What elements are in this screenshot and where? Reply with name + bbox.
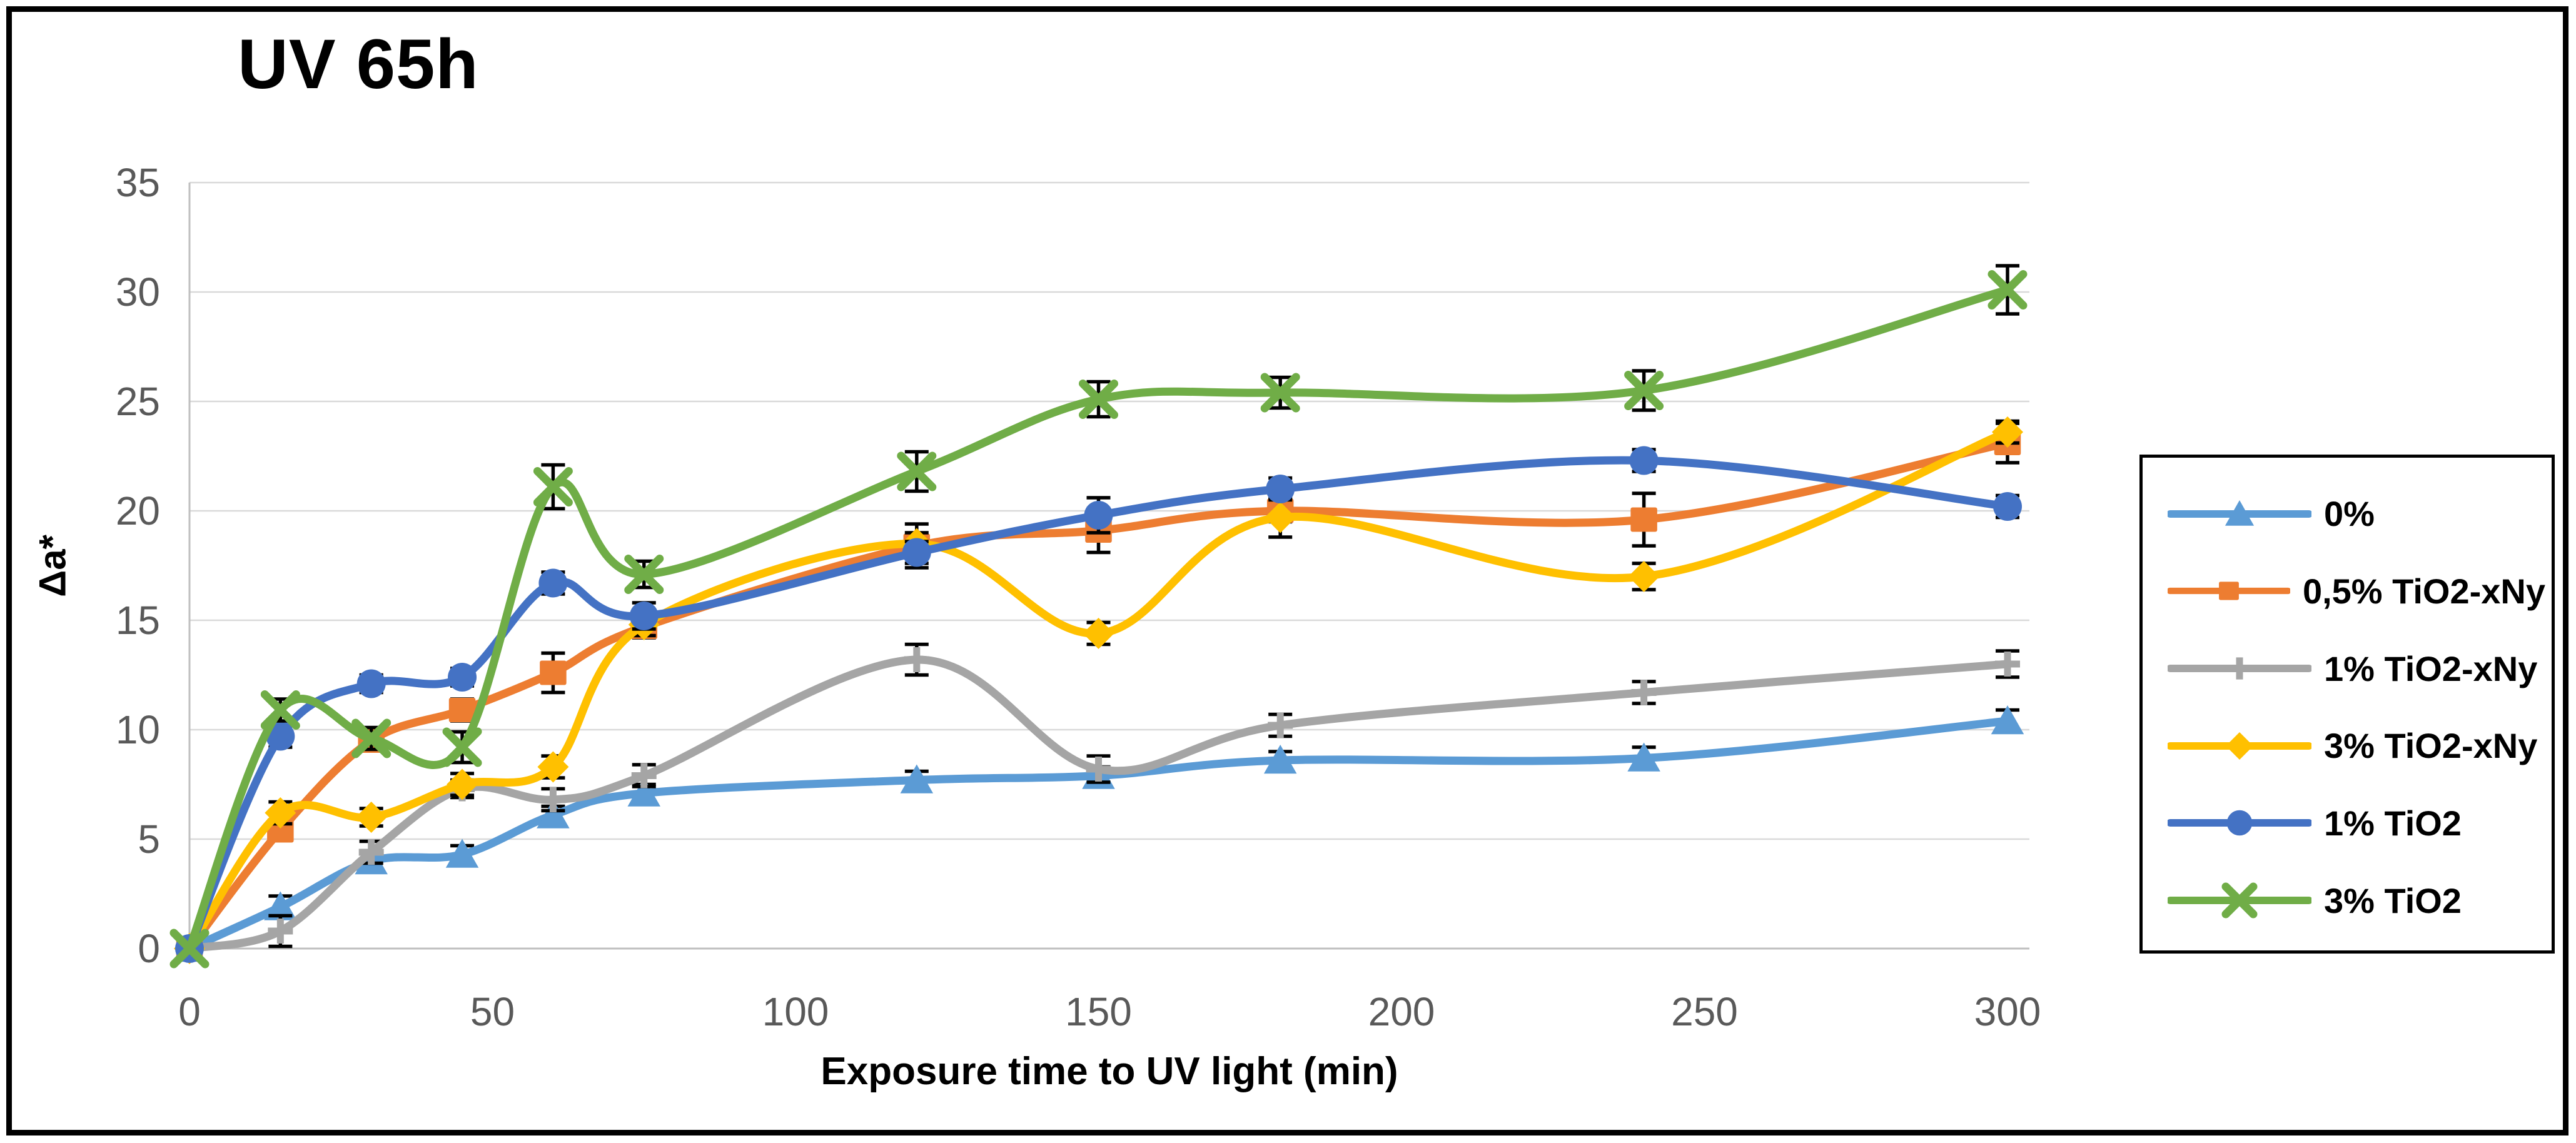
marker-triangle bbox=[627, 777, 660, 807]
legend-item-1-tio2-xny: 1% TiO2-xNy bbox=[2168, 648, 2545, 689]
y-tick-label: 35 bbox=[116, 160, 160, 205]
series-1-tio2-xny bbox=[177, 642, 2020, 961]
legend-marker-sample bbox=[2168, 582, 2290, 601]
marker-diamond bbox=[265, 797, 296, 828]
legend-item-1-tio2: 1% TiO2 bbox=[2168, 803, 2545, 843]
marker-circle bbox=[538, 568, 568, 598]
marker-circle bbox=[1084, 501, 1113, 530]
marker-circle bbox=[629, 602, 659, 630]
legend-item-label: 1% TiO2-xNy bbox=[2324, 648, 2538, 688]
marker-x bbox=[624, 555, 664, 594]
marker-triangle bbox=[900, 764, 934, 793]
error-bars bbox=[268, 708, 2019, 920]
marker-x bbox=[1079, 380, 1118, 419]
marker-circle bbox=[266, 722, 295, 751]
marker-circle bbox=[448, 663, 477, 692]
marker-x bbox=[1260, 373, 1300, 413]
legend-marker-sample bbox=[2168, 732, 2311, 760]
legend-item-label: 3% TiO2-xNy bbox=[2324, 726, 2538, 766]
y-tick-label: 25 bbox=[116, 379, 160, 424]
marker-circle bbox=[2226, 810, 2253, 836]
gridlines bbox=[188, 181, 2029, 950]
marker-square bbox=[448, 698, 476, 722]
marker-circle bbox=[1266, 475, 1295, 503]
marker-square bbox=[1630, 507, 1657, 532]
marker-x bbox=[897, 451, 937, 491]
legend-marker-sample bbox=[2168, 500, 2311, 526]
marker-x bbox=[351, 718, 391, 758]
legend-item-0-: 0% bbox=[2168, 493, 2545, 534]
marker-x bbox=[533, 467, 573, 506]
series-line bbox=[185, 655, 2012, 953]
series-markers bbox=[175, 446, 2022, 963]
marker-diamond bbox=[537, 751, 569, 783]
marker-circle bbox=[1629, 446, 1659, 475]
marker-diamond bbox=[2226, 732, 2253, 760]
y-tick-label: 0 bbox=[138, 926, 160, 971]
marker-circle bbox=[356, 669, 386, 698]
x-tick-label: 250 bbox=[1671, 989, 1738, 1034]
x-tick-label: 300 bbox=[1974, 989, 2041, 1034]
marker-triangle bbox=[445, 838, 479, 868]
marker-square bbox=[2219, 582, 2239, 601]
series-3-tio2 bbox=[169, 264, 2028, 969]
legend-item-label: 0% bbox=[2324, 494, 2375, 534]
x-tick-label: 0 bbox=[178, 989, 201, 1034]
legend: 0% 0,5% TiO2-xNy 1% TiO2-xNy 3% TiO2-xNy 1% … bbox=[2139, 455, 2555, 954]
marker-diamond bbox=[1083, 618, 1114, 649]
legend-item-3-tio2: 3% TiO2 bbox=[2168, 880, 2545, 921]
marker-x bbox=[260, 690, 300, 730]
y-tick-label: 20 bbox=[116, 488, 160, 533]
marker-circle bbox=[1993, 492, 2022, 521]
marker-diamond bbox=[447, 768, 478, 800]
y-tick-label: 30 bbox=[116, 269, 160, 315]
marker-x bbox=[2221, 882, 2258, 919]
legend-marker-sample bbox=[2168, 810, 2311, 836]
legend-item-label: 1% TiO2 bbox=[2324, 803, 2462, 843]
x-tick-label: 100 bbox=[762, 989, 829, 1034]
legend-item-label: 3% TiO2 bbox=[2324, 880, 2462, 920]
chart-title: UV 65h bbox=[238, 25, 479, 103]
legend-item-3-tio2-xny: 3% TiO2-xNy bbox=[2168, 725, 2545, 766]
y-tick-label: 10 bbox=[116, 707, 160, 752]
marker-diamond bbox=[1265, 501, 1296, 533]
legend-item-label: 0,5% TiO2-xNy bbox=[2302, 571, 2545, 611]
marker-diamond bbox=[355, 802, 387, 833]
x-axis-title: Exposure time to UV light (min) bbox=[821, 1050, 1398, 1093]
marker-x bbox=[1624, 371, 1664, 410]
series-0- bbox=[173, 705, 2024, 962]
series-line bbox=[185, 456, 2012, 953]
marker-x bbox=[1988, 270, 2028, 310]
marker-circle bbox=[902, 538, 931, 567]
y-tick-label: 15 bbox=[116, 598, 160, 643]
x-tick-label: 200 bbox=[1368, 989, 1435, 1034]
x-tick-label: 50 bbox=[470, 989, 515, 1034]
tick-labels: 0 5 10 15 20 25 30 35 0 50 100 150 200 250 300 bbox=[116, 160, 2041, 1034]
series-markers bbox=[173, 705, 2024, 962]
marker-triangle bbox=[537, 799, 570, 828]
legend-marker-sample bbox=[2168, 657, 2311, 680]
legend-item-0-5-tio2-xny: 0,5% TiO2-xNy bbox=[2168, 571, 2545, 612]
marker-diamond bbox=[1992, 416, 2023, 448]
marker-diamond bbox=[1628, 561, 1660, 592]
marker-x bbox=[442, 727, 482, 767]
marker-triangle bbox=[2225, 500, 2255, 526]
marker-triangle bbox=[1263, 745, 1297, 774]
marker-triangle bbox=[1627, 742, 1660, 772]
marker-triangle bbox=[1991, 705, 2024, 735]
y-tick-label: 5 bbox=[138, 817, 160, 862]
legend-marker-sample bbox=[2168, 882, 2311, 919]
series-line bbox=[185, 286, 2012, 953]
error-bars bbox=[268, 264, 2019, 765]
marker-triangle bbox=[264, 891, 297, 920]
series-markers bbox=[177, 647, 2020, 961]
x-tick-label: 150 bbox=[1065, 989, 1132, 1034]
marker-square bbox=[540, 660, 567, 685]
marker-x bbox=[169, 929, 210, 969]
series-markers bbox=[169, 270, 2028, 969]
